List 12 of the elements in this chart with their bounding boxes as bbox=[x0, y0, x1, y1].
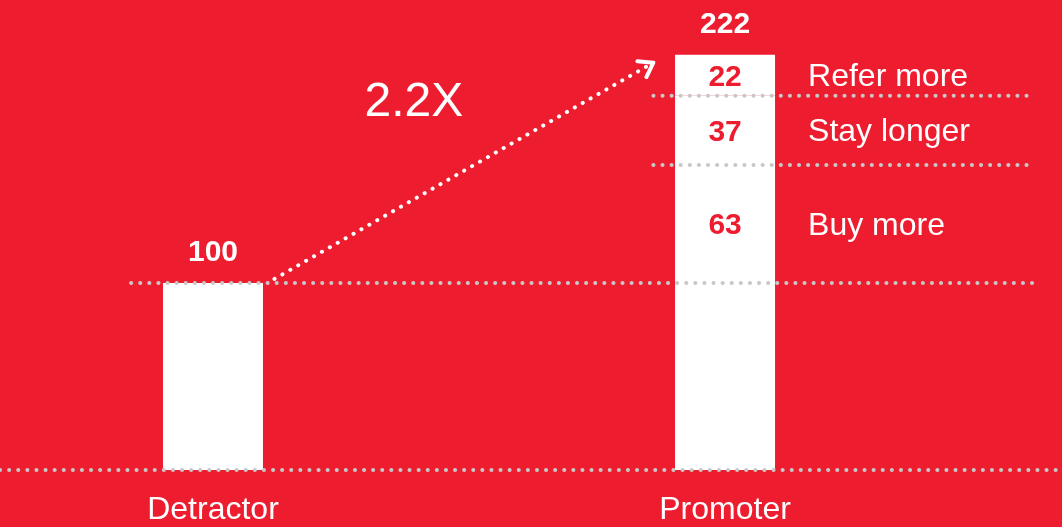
series-label: Refer more bbox=[808, 57, 969, 94]
data-label: 22 bbox=[708, 58, 742, 92]
series-label: Stay longer bbox=[808, 112, 971, 149]
annotation: 2.2X bbox=[364, 72, 464, 126]
x-tick-label: Detractor bbox=[147, 489, 280, 526]
data-label: 63 bbox=[708, 207, 742, 241]
data-label: 37 bbox=[708, 113, 742, 147]
series-label: Buy more bbox=[808, 205, 946, 242]
bar bbox=[162, 282, 263, 470]
data-label: 100 bbox=[187, 233, 239, 267]
total-label: 222 bbox=[700, 5, 751, 39]
x-tick-label: Promoter bbox=[659, 489, 792, 526]
